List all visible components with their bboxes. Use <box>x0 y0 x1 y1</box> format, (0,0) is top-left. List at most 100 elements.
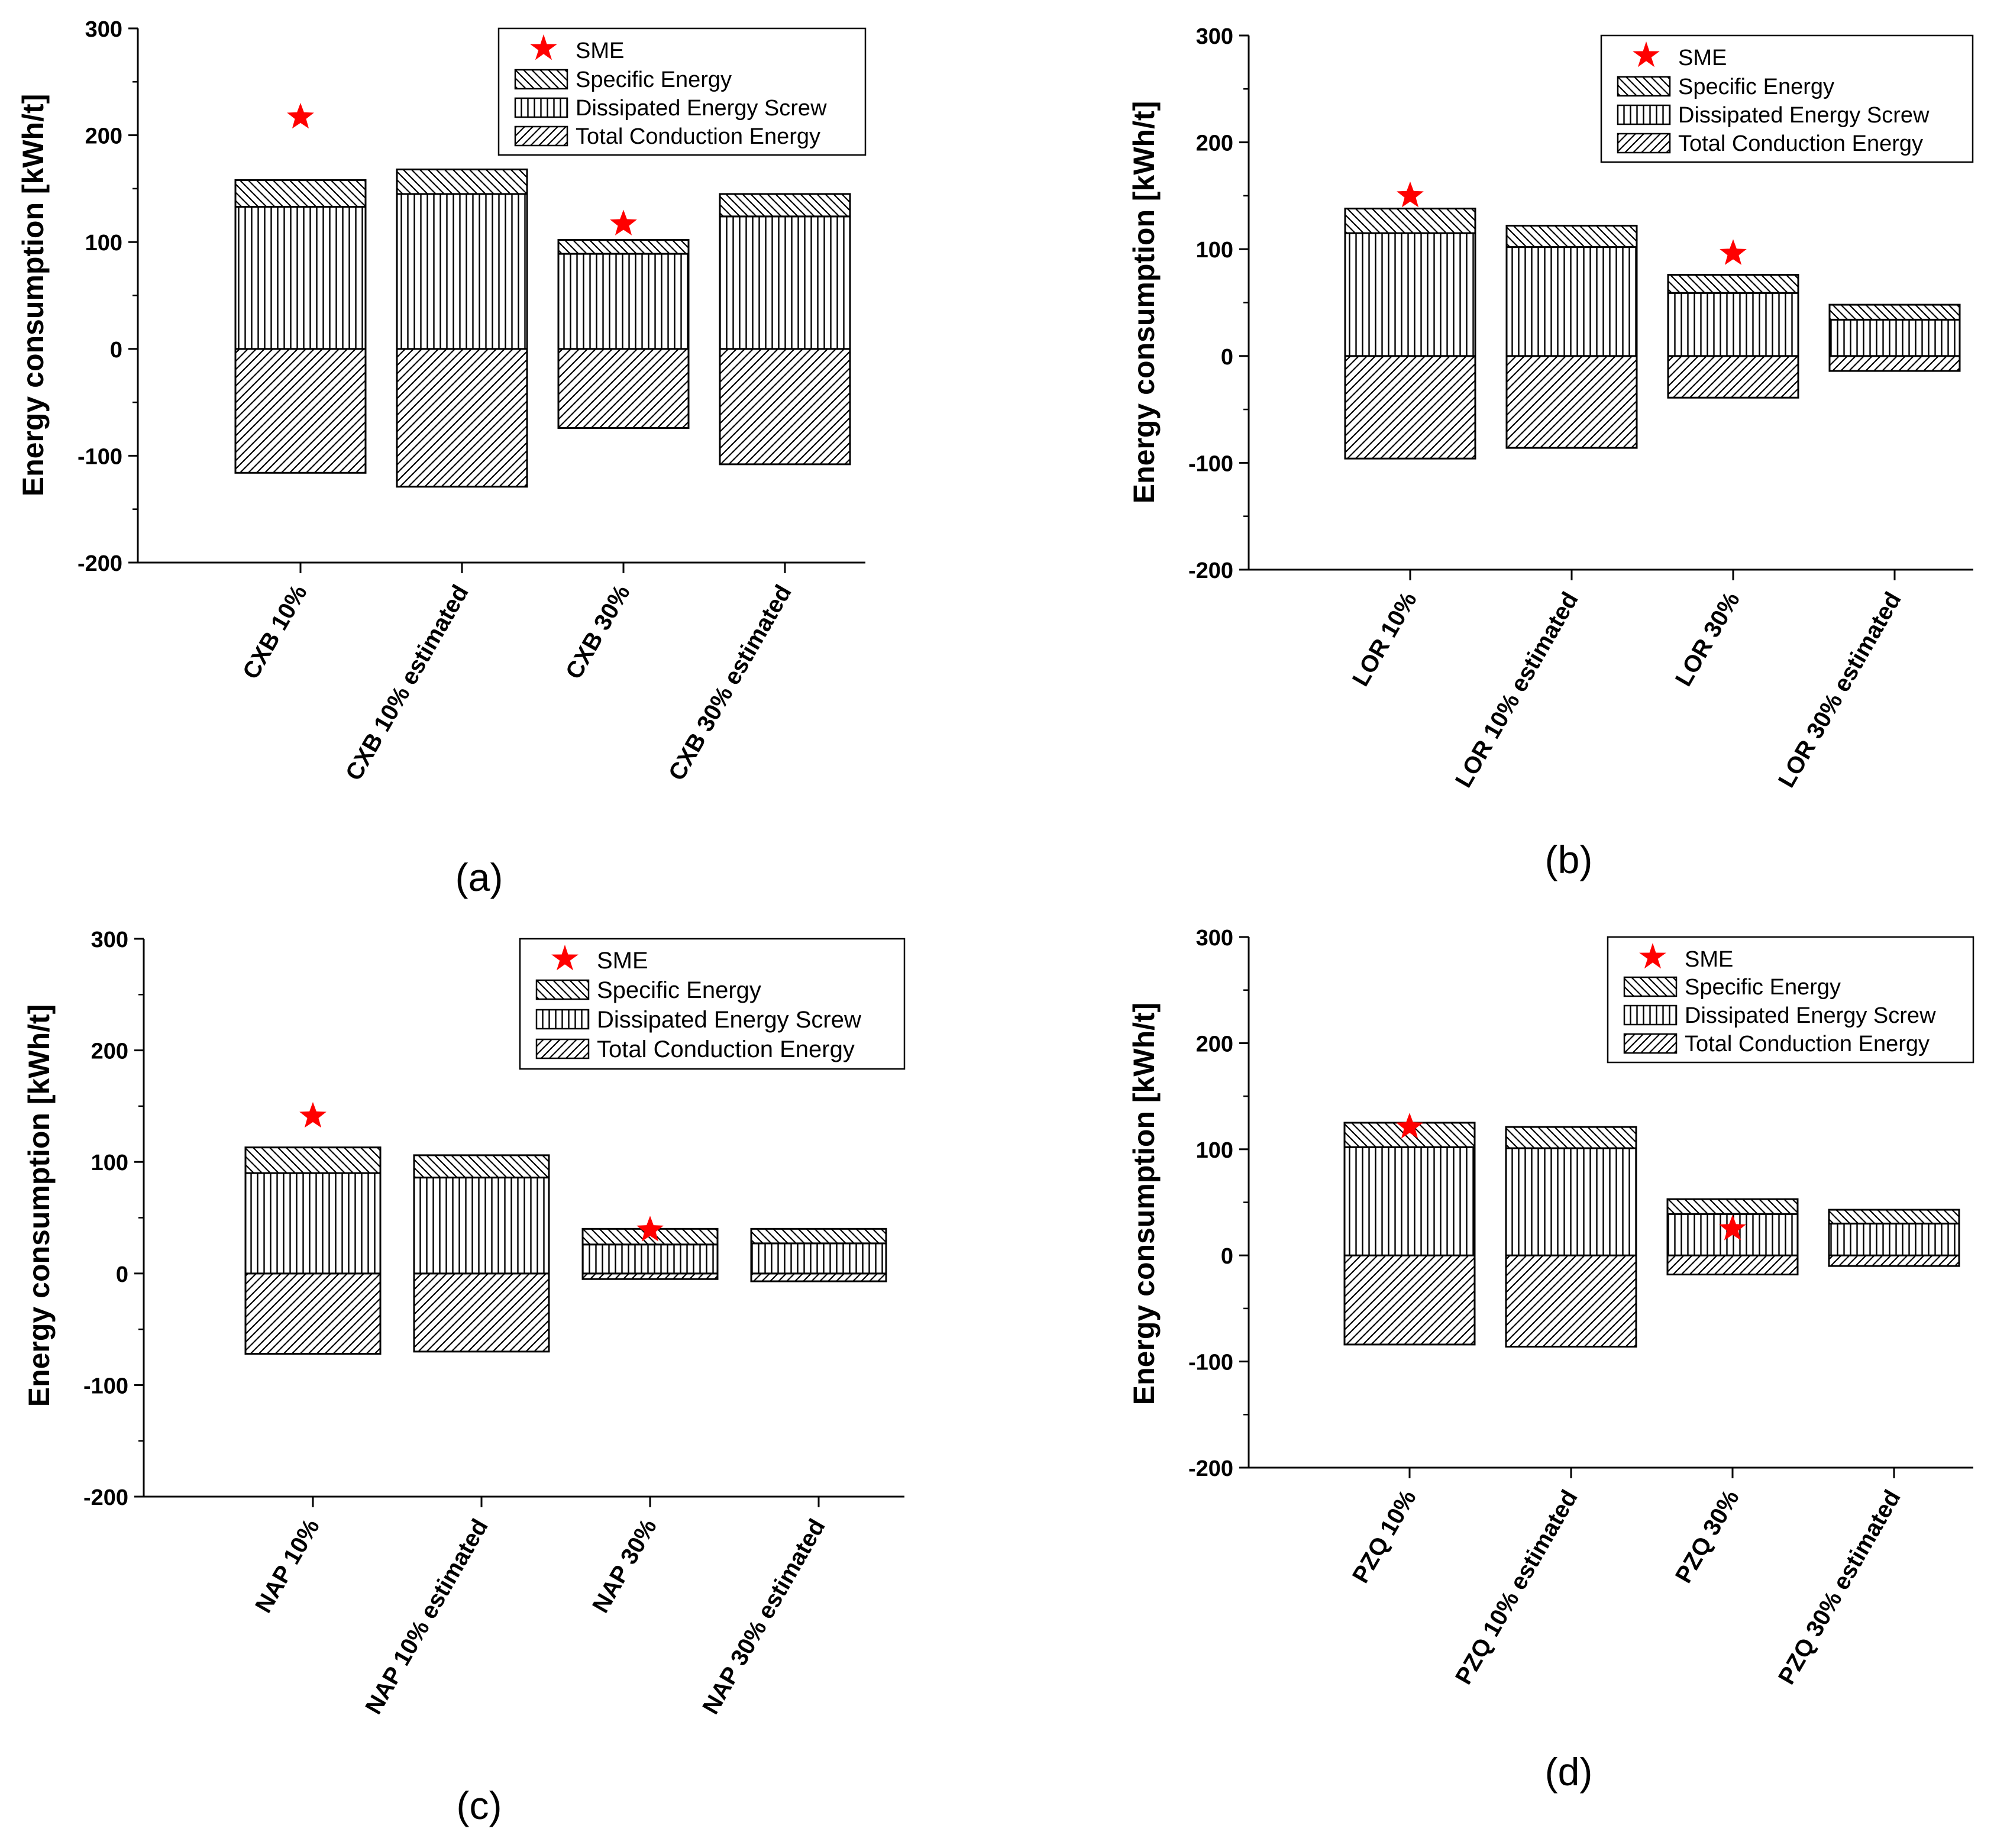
legend-conduction-swatch <box>514 125 568 147</box>
bar-dissipated <box>244 1172 382 1275</box>
legend: SME Specific Energy Dissipated Energy Sc… <box>519 938 906 1070</box>
bar-conduction <box>1667 355 1799 399</box>
bar-dissipated <box>750 1242 887 1275</box>
y-tick-label: -100 <box>77 444 122 469</box>
panel-b: Energy consumption [kWh/t] 300 200 100 0 -10… <box>1127 24 1974 881</box>
legend-specific-label: Specific Energy <box>576 67 732 92</box>
bar-specific <box>1828 1209 1960 1225</box>
y-tick-label: 200 <box>1196 1032 1233 1057</box>
bar-conduction <box>1828 355 1961 372</box>
x-tick-label: CXB 30% <box>561 581 635 684</box>
panel-caption: (d) <box>1545 1750 1593 1794</box>
panel-a: Energy consumption [kWh/t] 300 200 100 0 -10… <box>17 17 867 899</box>
legend-dissipated-swatch <box>1617 104 1671 125</box>
y-tick-label: -100 <box>1188 451 1233 476</box>
legend-dissipated-swatch <box>514 97 568 118</box>
y-axis-label: Energy consumption [kWh/t] <box>22 1004 56 1407</box>
bar-conduction <box>1505 1254 1637 1348</box>
x-tick-label: NAP 10% <box>250 1515 325 1617</box>
x-tick-label: NAP 10% estimated <box>360 1515 493 1719</box>
sme-star-icon <box>1719 1214 1746 1240</box>
y-tick-label: 100 <box>1196 238 1233 263</box>
bar-specific <box>1344 208 1476 234</box>
x-tick-label: NAP 30% <box>587 1515 662 1617</box>
bar-conduction <box>719 348 851 466</box>
bar-specific <box>234 179 367 208</box>
y-tick-label: 0 <box>110 338 122 363</box>
legend-conduction-label: Total Conduction Energy <box>1685 1032 1930 1057</box>
bar-dissipated <box>1505 246 1638 357</box>
sme-star-icon <box>299 1101 327 1128</box>
y-tick-label: 0 <box>1221 345 1233 370</box>
bar-specific <box>396 168 528 195</box>
legend-specific-swatch <box>514 69 568 90</box>
legend-specific-label: Specific Energy <box>597 977 761 1003</box>
x-tick-label: NAP 30% estimated <box>697 1515 830 1719</box>
sme-star-icon <box>1397 181 1424 208</box>
bar-specific <box>1505 224 1638 248</box>
x-tick-label: PZQ 30% estimated <box>1773 1486 1906 1689</box>
x-tick-label: PZQ 10% estimated <box>1450 1486 1583 1689</box>
x-tick-label: LOR 30% estimated <box>1773 588 1906 792</box>
sme-star-icon <box>610 209 637 235</box>
y-tick-label: 100 <box>91 1151 128 1175</box>
legend: SME Specific Energy Dissipated Energy Sc… <box>1600 34 1974 163</box>
panel-c: Energy consumption [kWh/t] 300 200 100 0 -10… <box>22 928 906 1827</box>
x-tick-label: PZQ 30% <box>1670 1486 1744 1588</box>
bar-conduction <box>750 1272 887 1282</box>
y-tick-label: 200 <box>91 1039 128 1064</box>
legend: SME Specific Energy Dissipated Energy Sc… <box>497 27 867 156</box>
x-tick-label: CXB 30% estimated <box>664 581 797 785</box>
sme-legend-star-icon <box>530 34 557 60</box>
legend-specific-label: Specific Energy <box>1678 75 1834 99</box>
y-tick-label: -100 <box>83 1374 128 1398</box>
bar-specific <box>557 239 690 255</box>
legend-conduction-label: Total Conduction Energy <box>576 124 820 149</box>
bar-dissipated <box>1343 1146 1476 1256</box>
legend-sme-label: SME <box>597 948 648 974</box>
legend-sme-label: SME <box>1685 947 1733 972</box>
x-tick-label: LOR 10% estimated <box>1450 588 1583 792</box>
x-tick-label: LOR 30% <box>1670 588 1745 691</box>
panel-caption: (a) <box>455 855 503 899</box>
sme-star-icon <box>287 102 314 129</box>
y-axis-label: Energy consumption [kWh/t] <box>17 94 50 497</box>
panel-caption: (b) <box>1545 838 1593 881</box>
bar-dissipated <box>1344 232 1476 357</box>
bar-specific <box>1666 1198 1799 1215</box>
y-tick-label: 200 <box>1196 131 1233 156</box>
legend-specific-swatch <box>535 979 590 1000</box>
bar-dissipated <box>1505 1147 1637 1256</box>
bar-dissipated <box>234 206 367 350</box>
bar-dissipated <box>413 1177 550 1275</box>
legend: SME Specific Energy Dissipated Energy Sc… <box>1607 936 1974 1064</box>
bar-dissipated <box>719 215 851 350</box>
sme-legend-star-icon <box>1633 41 1660 67</box>
bar-conduction <box>1828 1254 1960 1267</box>
legend-specific-label: Specific Energy <box>1685 975 1841 1000</box>
bar-specific <box>1505 1126 1637 1149</box>
legend-sme-label: SME <box>576 38 624 63</box>
sme-star-icon <box>1396 1113 1423 1139</box>
bar-specific <box>1828 303 1961 321</box>
legend-conduction-label: Total Conduction Energy <box>1678 131 1923 156</box>
panel-d: Energy consumption [kWh/t] 300 200 100 0 -10… <box>1127 926 1974 1794</box>
bar-conduction <box>557 348 690 429</box>
bar-conduction <box>1505 355 1638 449</box>
legend-specific-swatch <box>1623 976 1678 997</box>
y-tick-label: -200 <box>77 551 122 576</box>
y-tick-label: 300 <box>85 17 122 42</box>
bar-specific <box>719 193 851 218</box>
bar-dissipated <box>1828 1222 1960 1256</box>
legend-conduction-swatch <box>1617 133 1671 154</box>
bar-dissipated <box>1667 292 1799 357</box>
y-tick-label: 300 <box>91 928 128 952</box>
bar-conduction <box>234 348 367 474</box>
legend-dissipated-label: Dissipated Energy Screw <box>1678 103 1930 128</box>
sme-star-icon <box>636 1216 664 1242</box>
legend-dissipated-label: Dissipated Energy Screw <box>576 96 827 121</box>
x-tick-label: CXB 10% <box>238 581 312 684</box>
legend-specific-swatch <box>1617 76 1671 97</box>
y-tick-label: -200 <box>1188 558 1233 583</box>
bar-conduction <box>413 1272 550 1353</box>
